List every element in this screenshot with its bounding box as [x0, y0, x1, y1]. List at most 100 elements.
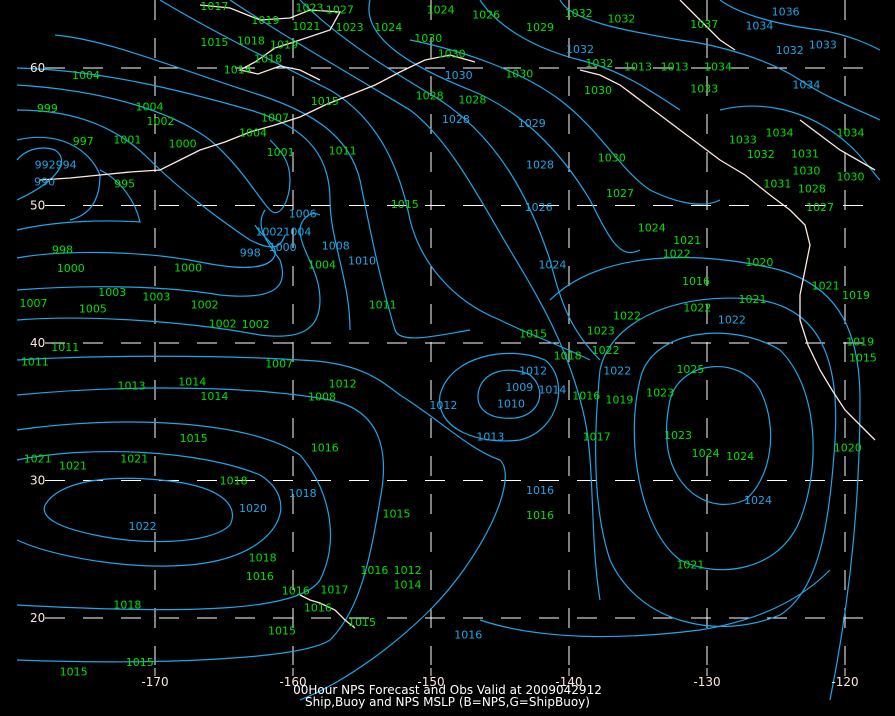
obs-pressure-label: 1018 — [249, 552, 277, 565]
obs-pressure-label: 1004 — [72, 69, 100, 82]
isobar — [43, 477, 234, 543]
obs-pressure-label: 1015 — [60, 666, 88, 679]
longitude-label: -120 — [831, 675, 858, 689]
nps-pressure-label: 1000 — [269, 241, 297, 254]
obs-pressure-label: 1030 — [584, 84, 612, 97]
obs-pressure-label: 1014 — [224, 63, 252, 76]
obs-pressure-label: 1018 — [254, 52, 282, 65]
obs-pressure-label: 1018 — [220, 475, 248, 488]
obs-pressure-label: 995 — [114, 178, 135, 191]
nps-pressure-label: 1009 — [505, 381, 533, 394]
obs-pressure-label: 1015 — [268, 624, 296, 637]
isobar — [16, 84, 291, 214]
isobar — [16, 387, 385, 663]
obs-pressure-label: 1030 — [438, 47, 466, 60]
longitude-label: -150 — [417, 675, 444, 689]
obs-pressure-label: 1017 — [320, 584, 348, 597]
obs-pressure-label: 1023 — [336, 21, 364, 34]
nps-pressure-label: 10021004 — [255, 226, 311, 239]
longitude-label: -160 — [279, 675, 306, 689]
isobar — [559, 0, 881, 121]
aleutian-islands — [39, 54, 476, 181]
isobar — [719, 0, 881, 51]
nps-pressure-label: 1034 — [792, 79, 820, 92]
obs-pressure-label: 1007 — [261, 112, 289, 125]
longitude-label: -140 — [555, 675, 582, 689]
obs-pressure-label: 1024 — [726, 450, 754, 463]
obs-pressure-label: 1014 — [200, 390, 228, 403]
obs-pressure-label: 999 — [37, 102, 58, 115]
nps-pressure-label: 1026 — [525, 201, 553, 214]
obs-pressure-label: 1030 — [414, 32, 442, 45]
latitude-label: 20 — [30, 611, 45, 625]
nps-pressure-label: 1024 — [744, 494, 772, 507]
obs-pressure-label: 1030 — [505, 68, 533, 81]
isobar — [16, 209, 284, 297]
isobar — [479, 0, 681, 111]
obs-pressure-label: 1016 — [282, 585, 310, 598]
nps-pressure-label: 1033 — [809, 39, 837, 52]
obs-pressure-label: 1033 — [729, 134, 757, 147]
obs-pressure-label: 1011 — [21, 355, 49, 368]
obs-pressure-label: 1003 — [142, 290, 170, 303]
nps-pressure-label: 998 — [240, 246, 261, 259]
obs-pressure-label: 1011 — [51, 341, 79, 354]
obs-pressure-label: 1017 — [583, 431, 611, 444]
nps-pressure-label: 990 — [34, 175, 55, 188]
nps-pressure-label: 1029 — [518, 117, 546, 130]
isobar — [409, 39, 721, 205]
nps-pressure-label: 1013 — [476, 431, 504, 444]
obs-pressure-label: 1002 — [147, 115, 175, 128]
obs-pressure-label: 1019 — [846, 336, 874, 349]
obs-pressure-label: 1012 — [394, 564, 422, 577]
isobar — [54, 34, 471, 339]
obs-pressure-label: 1021 — [676, 558, 704, 571]
latitude-label: 60 — [30, 61, 45, 75]
isobar — [633, 332, 814, 571]
obs-pressure-label: 1027 — [326, 3, 354, 16]
obs-pressure-label: 1032 — [565, 7, 593, 20]
obs-pressure-label: 1016 — [526, 509, 554, 522]
isobar — [16, 67, 351, 331]
obs-pressure-label: 1024 — [638, 222, 666, 235]
obs-pressure-label: 1015 — [126, 656, 154, 669]
nps-pressure-label: 1010 — [348, 255, 376, 268]
latitude-label: 50 — [30, 199, 45, 213]
obs-pressure-label: 1028 — [458, 94, 486, 107]
nps-pressure-label: 1012 — [429, 399, 457, 412]
nps-pressure-label: 1006 — [289, 207, 317, 220]
isobar — [16, 169, 141, 231]
obs-pressure-label: 1019 — [270, 39, 298, 52]
obs-pressure-label: 1020 — [834, 442, 862, 455]
isobar — [16, 136, 101, 221]
nps-pressure-label: 1010 — [497, 398, 525, 411]
obs-pressure-label: 1016 — [304, 602, 332, 615]
obs-pressure-label: 1034 — [704, 61, 732, 74]
obs-pressure-label: 1008 — [308, 391, 336, 404]
obs-pressure-label: 1000 — [57, 262, 85, 275]
obs-pressure-label: 1021 — [24, 453, 52, 466]
obs-pressure-label: 1023 — [296, 2, 324, 15]
obs-pressure-label: 1026 — [472, 8, 500, 21]
obs-pressure-label: 1024 — [427, 3, 455, 16]
obs-pressure-label: 1015 — [311, 95, 339, 108]
obs-pressure-label: 1033 — [690, 83, 718, 96]
obs-pressure-label: 1021 — [812, 279, 840, 292]
obs-pressure-label: 1030 — [837, 171, 865, 184]
obs-pressure-label: 1011 — [329, 145, 357, 158]
north-america-coast — [579, 69, 876, 441]
obs-pressure-label: 1015 — [200, 36, 228, 49]
latitude-label: 30 — [30, 474, 45, 488]
isobar — [159, 0, 591, 361]
nps-pressure-label: 1012 — [519, 365, 547, 378]
nps-pressure-label: 1022 — [718, 314, 746, 327]
obs-pressure-label: 1016 — [311, 442, 339, 455]
obs-pressure-label: 1015 — [383, 508, 411, 521]
obs-pressure-label: 1014 — [178, 376, 206, 389]
alaska-coast — [199, 4, 342, 81]
nps-pressure-label: 1028 — [442, 113, 470, 126]
obs-pressure-label: 1031 — [763, 178, 791, 191]
nps-pressure-label: 1020 — [239, 502, 267, 515]
obs-pressure-label: 1000 — [174, 261, 202, 274]
